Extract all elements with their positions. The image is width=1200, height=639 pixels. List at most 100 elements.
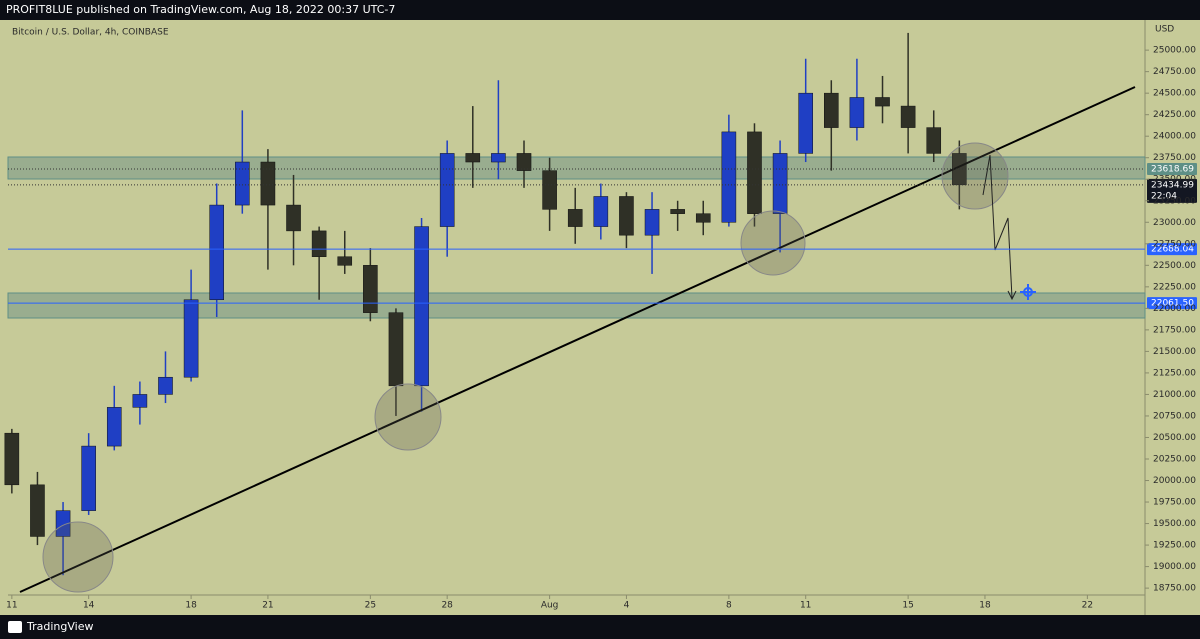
candle-body: [414, 226, 429, 387]
candle-body: [670, 209, 685, 214]
candle-body: [567, 209, 583, 227]
candle-body: [619, 196, 634, 236]
zone: [7, 292, 1146, 319]
candle-body: [260, 161, 276, 206]
trendline: [19, 86, 1136, 593]
candle-body: [875, 97, 890, 107]
y-tick-label: 23250.00: [1153, 196, 1196, 206]
candle-body: [337, 256, 353, 266]
candle-body: [644, 209, 660, 236]
price-label-box: [1147, 297, 1197, 310]
candle-body: [286, 204, 301, 232]
candle-body: [900, 105, 916, 128]
x-tick-label: 28: [441, 601, 453, 611]
candle-body: [4, 432, 20, 486]
y-tick-label: 20500.00: [1153, 433, 1196, 443]
candle-body: [747, 131, 762, 214]
header-bar: [0, 0, 1200, 20]
y-tick-label: 21500.00: [1153, 347, 1196, 357]
crosshair-icon: [1020, 284, 1036, 300]
candle-body: [183, 299, 199, 378]
x-tick-label: 18: [979, 601, 991, 611]
currency: USD: [1155, 25, 1174, 35]
x-tick-label: 22: [1082, 601, 1093, 611]
candles: [4, 32, 967, 576]
logo: [8, 621, 22, 633]
y-tick-label: 25000.00: [1153, 46, 1196, 56]
drawings: [19, 86, 1136, 593]
footer-bar: [0, 615, 1200, 639]
y-tick-label: 23000.00: [1153, 218, 1196, 228]
y-tick-label: 23750.00: [1153, 153, 1196, 163]
price-label-box: [1147, 163, 1197, 176]
candle-body: [106, 407, 122, 447]
x-tick-label: Aug: [541, 601, 559, 611]
candle-body: [311, 230, 327, 257]
candle-body: [363, 265, 378, 313]
arrowhead: [1007, 290, 1017, 301]
y-tick-label: 24500.00: [1153, 89, 1196, 99]
candle-body: [798, 92, 813, 154]
candle-body: [824, 92, 839, 128]
y-tick-label: 18750.00: [1153, 584, 1196, 594]
candle-body: [209, 204, 224, 301]
y-tick-label: 19500.00: [1153, 519, 1196, 529]
price-label: 22688.04: [1151, 245, 1194, 255]
y-tick-label: 22250.00: [1153, 282, 1196, 292]
candle-body: [81, 445, 96, 511]
price-label: 23618.69: [1151, 165, 1194, 175]
candle-body: [465, 153, 481, 163]
footer-text: TradingView: [26, 620, 93, 633]
candle-body: [772, 153, 788, 214]
y-tick-label: 21000.00: [1153, 390, 1196, 400]
candle-body: [695, 213, 711, 223]
candle-body: [439, 153, 455, 227]
x-tick-label: 21: [262, 601, 273, 611]
forecast-path: [982, 154, 1013, 299]
zone: [7, 156, 1146, 180]
countdown: 22:04: [1151, 191, 1177, 201]
circle: [374, 383, 442, 451]
y-tick-label: 20000.00: [1153, 476, 1196, 486]
y-tick-label: 24000.00: [1153, 132, 1196, 142]
y-tick-label: 24250.00: [1153, 110, 1196, 120]
candle-body: [55, 510, 71, 537]
price-label: 23434.99: [1151, 180, 1194, 190]
candle-body: [542, 170, 557, 210]
y-tick-label: 20250.00: [1153, 454, 1196, 464]
candle-body: [388, 312, 404, 387]
candle-body: [158, 376, 173, 395]
candle-body: [593, 196, 609, 227]
candle-body: [926, 127, 942, 154]
candle-body: [849, 97, 865, 128]
price-label-box: [1147, 243, 1197, 256]
x-tick-label: 18: [185, 601, 197, 611]
y-tick-label: 20750.00: [1153, 411, 1196, 421]
candle-body: [516, 153, 532, 171]
y-tick-label: 21750.00: [1153, 325, 1196, 335]
price-label-box: [1147, 178, 1197, 203]
y-tick-label: 19750.00: [1153, 498, 1196, 508]
y-tick-label: 23500.00: [1153, 175, 1196, 185]
y-tick-label: 22500.00: [1153, 261, 1196, 271]
x-tick-label: 4: [624, 601, 630, 611]
candle-body: [235, 161, 250, 206]
candle-body: [491, 153, 506, 163]
y-tick-label: 22750.00: [1153, 239, 1196, 249]
candle-body: [30, 484, 45, 537]
candle-body: [721, 131, 737, 223]
header-text: PROFIT8LUE published on TradingView.com,…: [6, 3, 395, 16]
x-tick-label: 25: [365, 601, 376, 611]
x-tick-label: 11: [6, 601, 17, 611]
circle: [941, 142, 1009, 210]
zones: [7, 156, 1146, 319]
chart-title: Bitcoin / U.S. Dollar, 4h, COINBASE: [12, 28, 169, 38]
price-label: 22061.50: [1151, 299, 1194, 309]
y-tick-label: 21250.00: [1153, 368, 1196, 378]
circle: [740, 210, 806, 276]
y-tick-label: 24750.00: [1153, 67, 1196, 77]
